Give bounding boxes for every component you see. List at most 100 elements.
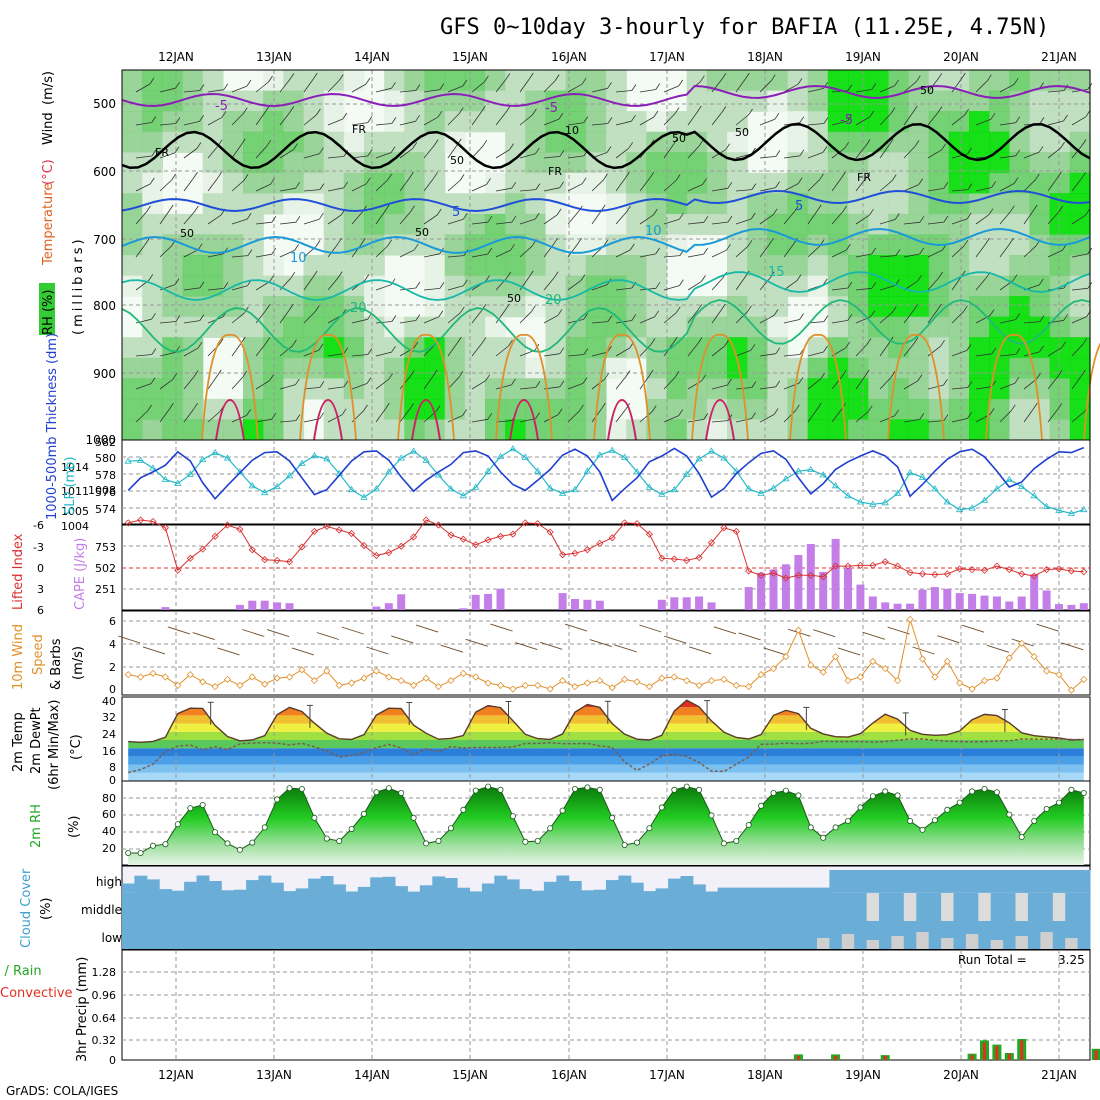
rh-cell	[747, 316, 768, 338]
wind-barb	[423, 116, 439, 126]
wind-speed-point	[608, 684, 616, 692]
rh-cell	[706, 316, 728, 338]
rh-cell	[989, 213, 1010, 236]
rh-cell	[666, 213, 688, 236]
rh-cell	[122, 131, 143, 153]
warm-contour	[887, 334, 945, 441]
middle-cloud-cell	[965, 893, 979, 921]
wind-barb	[183, 177, 194, 192]
wind-barb-flag	[1038, 146, 1044, 153]
surface-wind-barb	[837, 647, 861, 656]
contour-label: 50	[415, 226, 429, 239]
contour-line	[121, 227, 1091, 254]
rh-cell	[283, 172, 305, 194]
y-tick: 576	[95, 486, 116, 499]
rh-cell	[1049, 172, 1071, 194]
rh-cell	[1049, 70, 1071, 92]
wind-speed-point	[484, 679, 492, 687]
rh-cell	[243, 398, 264, 421]
slp-point	[323, 455, 331, 462]
slp-point	[831, 482, 840, 489]
rh-point	[385, 785, 392, 792]
wind-barb-flag	[967, 381, 973, 388]
wind-barb-flag	[678, 409, 684, 416]
wind-barb-flag	[410, 205, 415, 213]
wind-barb	[615, 320, 632, 324]
wind-barb	[903, 343, 915, 357]
wind-barb-flag	[1032, 204, 1038, 212]
wind-barb-flag	[482, 139, 488, 147]
wind-barb	[543, 156, 560, 159]
rh2m-label: 2m RH	[29, 804, 44, 848]
rh-cell	[989, 172, 1010, 194]
wind-barb	[639, 316, 655, 324]
wind-barb	[687, 221, 704, 225]
thickness-frame	[121, 439, 1091, 525]
wind-barb	[255, 253, 272, 258]
wind-barb	[471, 145, 484, 159]
wind-barb-flag	[147, 404, 152, 412]
slp-point	[372, 485, 381, 492]
wind-barb	[327, 414, 343, 423]
rh-cell	[505, 193, 526, 215]
wind-barb	[423, 214, 438, 225]
wind-speed-point	[596, 677, 604, 685]
rh-cell	[384, 419, 405, 441]
low-cloud-cell	[506, 921, 520, 949]
wind-barb	[783, 211, 795, 225]
rh-cell	[747, 70, 768, 92]
wind-barb	[327, 156, 344, 159]
wind-barb	[567, 155, 584, 159]
wind-barb	[1071, 375, 1082, 390]
rh-point	[845, 818, 852, 825]
wind-barb-flag	[265, 304, 271, 311]
wind-barb-flag	[698, 140, 704, 147]
wind-barb-flag	[1035, 173, 1040, 181]
high-cloud-cell	[1003, 870, 1016, 893]
wind-barb	[927, 309, 938, 324]
hot-contour	[607, 398, 637, 441]
wind-barb-flag	[918, 178, 924, 185]
date-label: 14JAN	[354, 1068, 390, 1082]
wind-barb-flag	[823, 345, 828, 353]
rh-cell	[303, 111, 325, 133]
rh-cell	[1069, 255, 1091, 277]
wind-barb	[783, 354, 800, 357]
rh-cell	[182, 90, 204, 112]
rh-cell	[424, 398, 446, 421]
wind-barb	[807, 179, 820, 192]
rh-cell	[122, 255, 143, 277]
rh-point	[410, 814, 417, 821]
middle-cloud-cell	[370, 893, 384, 921]
li-point	[323, 522, 331, 530]
wind-barb	[639, 411, 653, 423]
wind-barb	[951, 311, 964, 324]
wind-barb-flag	[439, 83, 445, 90]
wind-barb	[303, 78, 314, 93]
wind-barb	[999, 211, 1011, 225]
wind-barb	[375, 123, 392, 126]
slp-point	[682, 470, 691, 477]
low-cloud-cell	[978, 921, 992, 949]
rh-cell	[404, 398, 426, 421]
low-cloud-cell	[742, 921, 756, 949]
rh-cell	[646, 357, 668, 379]
slp-point	[658, 490, 666, 497]
rh-cell	[1049, 398, 1071, 421]
wind-barb-flag	[554, 74, 560, 81]
wind-barb-flag	[601, 402, 606, 410]
high-cloud-cell	[928, 870, 942, 893]
surface-wind-barb	[391, 635, 414, 644]
wind-barb	[351, 318, 368, 324]
rh-cell	[364, 275, 385, 297]
rh-cell	[747, 90, 768, 112]
rh-cell	[283, 111, 305, 133]
rh-cell	[222, 172, 244, 194]
cape-bar	[968, 593, 977, 610]
li-point	[509, 530, 517, 538]
middle-cloud-cell	[382, 893, 396, 921]
wind-barb-flag	[487, 215, 493, 223]
rh-cell	[182, 296, 204, 318]
wind-barb	[591, 210, 602, 225]
wind-barb-flag	[703, 413, 709, 420]
